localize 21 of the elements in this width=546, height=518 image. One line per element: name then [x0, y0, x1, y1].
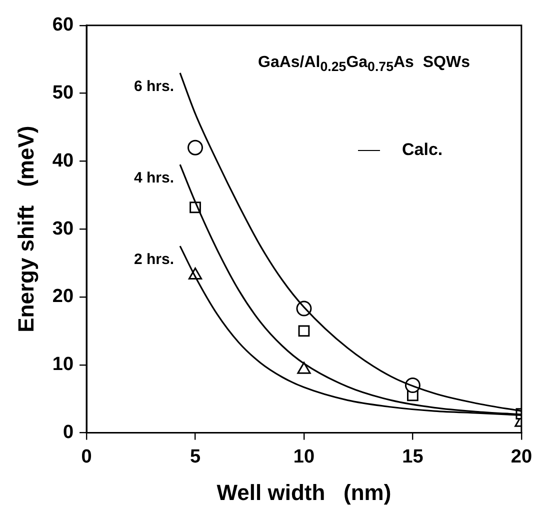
y-tick-label: 40 — [52, 150, 74, 172]
series-label: 6 hrs. — [134, 78, 174, 96]
y-tick-label: 50 — [52, 82, 74, 104]
y-tick-label: 20 — [52, 286, 74, 308]
x-tick-label: 10 — [293, 446, 315, 468]
y-tick-label: 30 — [52, 218, 74, 240]
y-tick-label: 10 — [52, 354, 74, 376]
y-axis-title: Energy shift (meV) — [13, 126, 38, 332]
x-axis-title: Well width (nm) — [216, 480, 392, 505]
series-label: 2 hrs. — [134, 251, 174, 268]
point — [188, 140, 204, 156]
y-tick-label: 60 — [52, 14, 74, 36]
series-label: 4 hrs. — [134, 170, 174, 187]
x-tick-label: 0 — [81, 446, 92, 468]
x-tick-label: 5 — [190, 446, 201, 468]
annotation: Calc. — [402, 140, 443, 160]
text: GaAs/Al$_{0.25}$Ga$_{0.75}$As SQWs — [258, 54, 470, 74]
y-tick-label: 0 — [62, 422, 74, 444]
x-tick-label: 15 — [402, 446, 424, 468]
x-tick-label: 20 — [510, 446, 532, 468]
point — [298, 325, 310, 337]
